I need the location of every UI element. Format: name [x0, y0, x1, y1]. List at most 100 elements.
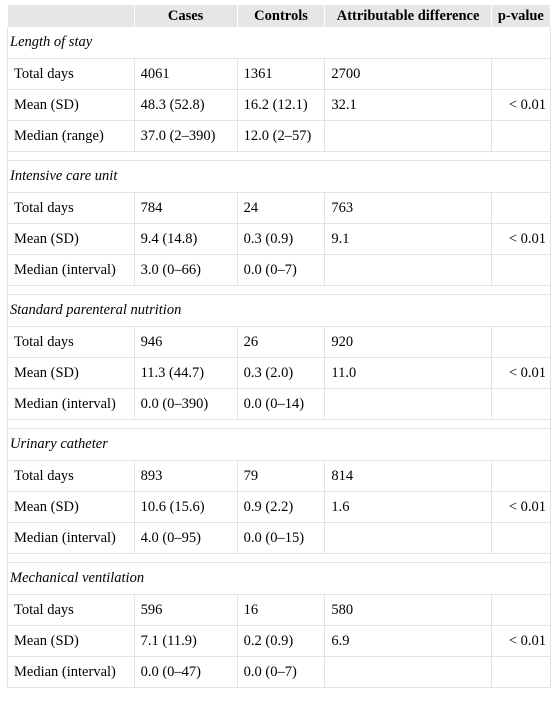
- p-value-cell: [490, 594, 552, 626]
- difference-cell: 9.1: [324, 223, 492, 255]
- row-label: Total days: [7, 192, 135, 224]
- difference-cell: 11.0: [324, 357, 492, 389]
- header-row: Cases Controls Attributable difference p…: [7, 5, 552, 27]
- controls-cell: 0.0 (0–14): [236, 388, 326, 420]
- p-value-cell: [490, 254, 552, 286]
- section-row: Standard parenteral nutrition: [7, 294, 551, 327]
- difference-cell: 580: [324, 594, 492, 626]
- table-row: Total days 946 26 920: [7, 326, 552, 358]
- row-label: Mean (SD): [7, 491, 135, 523]
- table-row: Median (interval) 3.0 (0–66) 0.0 (0–7): [7, 254, 552, 286]
- header-attributable-difference: Attributable difference: [324, 5, 492, 27]
- p-value-cell: [490, 388, 552, 420]
- cases-cell: 4.0 (0–95): [133, 522, 238, 554]
- header-empty: [7, 5, 135, 27]
- p-value-cell: < 0.01: [490, 89, 552, 121]
- difference-cell: 763: [324, 192, 492, 224]
- row-label: Median (interval): [7, 254, 135, 286]
- cases-cell: 4061: [133, 58, 238, 90]
- p-value-cell: [490, 58, 552, 90]
- p-value-cell: [490, 656, 552, 688]
- table-row: Mean (SD) 7.1 (11.9) 0.2 (0.9) 6.9 < 0.01: [7, 625, 552, 657]
- header-p-value: p-value: [491, 5, 552, 27]
- p-value-cell: [490, 460, 552, 492]
- table-row: Median (interval) 4.0 (0–95) 0.0 (0–15): [7, 522, 552, 554]
- controls-cell: 26: [236, 326, 326, 358]
- p-value-cell: < 0.01: [490, 491, 552, 523]
- row-label: Total days: [7, 58, 135, 90]
- spacer-cell: [7, 285, 551, 295]
- row-label: Mean (SD): [7, 89, 135, 121]
- spacer-cell: [7, 553, 551, 563]
- difference-cell: 6.9: [324, 625, 492, 657]
- p-value-cell: [490, 192, 552, 224]
- table-row: Total days 596 16 580: [7, 594, 552, 626]
- cases-cell: 784: [133, 192, 238, 224]
- p-value-cell: [490, 120, 552, 152]
- spacer-cell: [7, 419, 551, 429]
- section-title: Mechanical ventilation: [7, 562, 551, 595]
- difference-cell: [324, 522, 492, 554]
- row-label: Mean (SD): [7, 223, 135, 255]
- cases-cell: 596: [133, 594, 238, 626]
- controls-cell: 0.2 (0.9): [236, 625, 326, 657]
- table-row: Mean (SD) 48.3 (52.8) 16.2 (12.1) 32.1 < 0.0…: [7, 89, 552, 121]
- section-spacer: [7, 553, 551, 563]
- p-value-cell: [490, 522, 552, 554]
- cases-cell: 0.0 (0–390): [133, 388, 238, 420]
- row-label: Mean (SD): [7, 625, 135, 657]
- header-controls: Controls: [237, 5, 326, 27]
- cases-cell: 7.1 (11.9): [133, 625, 238, 657]
- controls-cell: 24: [236, 192, 326, 224]
- row-label: Total days: [7, 326, 135, 358]
- cases-cell: 9.4 (14.8): [133, 223, 238, 255]
- controls-cell: 0.0 (0–15): [236, 522, 326, 554]
- controls-cell: 12.0 (2–57): [236, 120, 326, 152]
- difference-cell: [324, 388, 492, 420]
- table-row: Mean (SD) 10.6 (15.6) 0.9 (2.2) 1.6 < 0.01: [7, 491, 552, 523]
- cases-cell: 11.3 (44.7): [133, 357, 238, 389]
- section-title: Intensive care unit: [7, 160, 551, 193]
- controls-cell: 16.2 (12.1): [236, 89, 326, 121]
- table-row: Total days 784 24 763: [7, 192, 552, 224]
- controls-cell: 0.0 (0–7): [236, 254, 326, 286]
- p-value-cell: < 0.01: [490, 223, 552, 255]
- row-label: Median (interval): [7, 656, 135, 688]
- difference-cell: 814: [324, 460, 492, 492]
- cases-cell: 3.0 (0–66): [133, 254, 238, 286]
- table-row: Mean (SD) 11.3 (44.7) 0.3 (2.0) 11.0 < 0.01: [7, 357, 552, 389]
- row-label: Mean (SD): [7, 357, 135, 389]
- controls-cell: 16: [236, 594, 326, 626]
- controls-cell: 0.0 (0–7): [236, 656, 326, 688]
- cases-cell: 946: [133, 326, 238, 358]
- results-table: Cases Controls Attributable difference p…: [7, 5, 552, 688]
- spacer-cell: [7, 151, 551, 161]
- p-value-cell: < 0.01: [490, 357, 552, 389]
- section-row: Length of stay: [7, 27, 551, 59]
- section-title: Standard parenteral nutrition: [7, 294, 551, 327]
- table-row: Mean (SD) 9.4 (14.8) 0.3 (0.9) 9.1 < 0.01: [7, 223, 552, 255]
- table-row: Median (range) 37.0 (2–390) 12.0 (2–57): [7, 120, 552, 152]
- difference-cell: 32.1: [324, 89, 492, 121]
- section-title: Length of stay: [7, 27, 551, 59]
- row-label: Median (range): [7, 120, 135, 152]
- controls-cell: 0.3 (0.9): [236, 223, 326, 255]
- section-title: Urinary catheter: [7, 428, 551, 461]
- section-row: Mechanical ventilation: [7, 562, 551, 595]
- table-row: Median (interval) 0.0 (0–47) 0.0 (0–7): [7, 656, 552, 688]
- difference-cell: 920: [324, 326, 492, 358]
- cases-cell: 48.3 (52.8): [133, 89, 238, 121]
- table-row: Median (interval) 0.0 (0–390) 0.0 (0–14): [7, 388, 552, 420]
- row-label: Total days: [7, 594, 135, 626]
- section-spacer: [7, 285, 551, 295]
- difference-cell: 2700: [324, 58, 492, 90]
- controls-cell: 79: [236, 460, 326, 492]
- difference-cell: 1.6: [324, 491, 492, 523]
- table-row: Total days 4061 1361 2700: [7, 58, 552, 90]
- cases-cell: 10.6 (15.6): [133, 491, 238, 523]
- table-body: Length of stay Total days 4061 1361 2700 Mean…: [7, 27, 552, 688]
- section-row: Intensive care unit: [7, 160, 551, 193]
- header-cases: Cases: [134, 5, 238, 27]
- controls-cell: 1361: [236, 58, 326, 90]
- cases-cell: 893: [133, 460, 238, 492]
